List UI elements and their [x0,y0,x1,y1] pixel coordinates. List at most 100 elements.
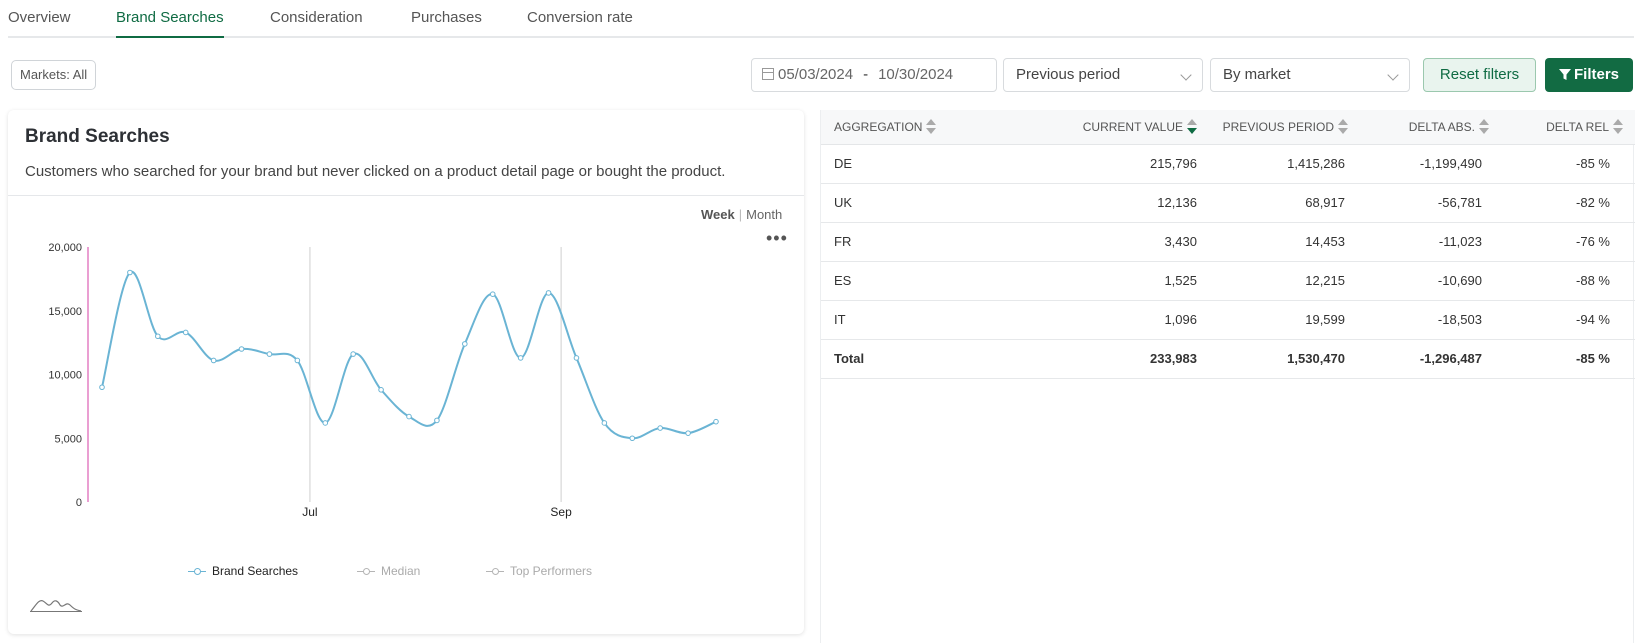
legend-line-icon [188,567,206,575]
cell-previous-period: 19,599 [1305,312,1345,327]
sort-icon [1613,119,1623,135]
cell-delta-abs: -1,296,487 [1419,351,1482,366]
cell-delta-rel: -76 % [1576,234,1610,249]
tab-consideration[interactable]: Consideration [270,9,363,26]
markets-filter-button[interactable]: Markets: All [11,60,97,90]
chevron-down-icon [1387,69,1399,81]
data-point [713,418,719,425]
data-point [266,351,273,357]
line-chart: 0 5,000 10,000 15,000 20,000 Jul Sep [48,242,719,519]
tab-overview[interactable]: Overview [8,9,71,26]
table-row[interactable]: IT 1,096 19,599 -18,503 -94 % [821,301,1635,340]
date-start: 05/03/2024 [778,66,854,83]
cell-delta-rel: -85 % [1576,156,1610,171]
cell-current-value: 1,096 [1164,312,1197,327]
cell-aggregation: UK [834,195,853,210]
data-point [350,351,356,357]
x-tick-label: Sep [550,505,572,519]
period-toggle: Week | Month [701,207,782,222]
cell-delta-abs: -11,023 [1438,234,1482,249]
tab-brand-searches[interactable]: Brand Searches [116,9,224,38]
filter-icon [1558,69,1571,80]
period-separator: | [738,207,743,222]
column-header-delta-abs[interactable]: DELTA ABS. [1409,110,1489,145]
cell-delta-rel: -88 % [1576,273,1610,288]
column-header-previous-period[interactable]: PREVIOUS PERIOD [1223,110,1348,145]
data-point [462,341,468,347]
data-point [601,420,608,426]
legend-label: Top Performers [510,564,593,578]
filters-label: Filters [1573,66,1619,83]
period-week-button[interactable]: Week [701,207,735,222]
data-point [210,357,217,364]
table-row[interactable]: DE 215,796 1,415,286 -1,199,490 -85 % [821,145,1635,184]
table-header: AGGREGATION CURRENT VALUE PREVIOUS PERIO… [821,110,1635,145]
date-range-picker[interactable]: 05/03/2024-10/30/2024 [751,58,997,92]
cell-delta-abs: -10,690 [1437,273,1482,288]
data-point [155,333,161,340]
chevron-down-icon [1180,69,1192,81]
data-point [657,425,663,431]
data-point [629,435,636,442]
data-point [182,329,189,336]
cell-current-value: 233,983 [1150,351,1197,366]
cell-delta-abs: -18,503 [1437,312,1482,327]
table-row[interactable]: FR 3,430 14,453 -11,023 -76 % [821,223,1635,262]
tab-conversion-rate[interactable]: Conversion rate [527,9,633,26]
period-month-button[interactable]: Month [746,207,783,222]
data-point [489,291,496,297]
filters-button[interactable]: Filters [1545,58,1633,92]
cell-aggregation: DE [834,156,853,171]
cell-previous-period: 14,453 [1305,234,1345,249]
data-point [127,269,133,276]
cell-current-value: 215,796 [1150,156,1197,171]
legend-item-median[interactable]: Median [357,564,420,578]
grouping-select[interactable]: By market [1210,58,1410,92]
cell-current-value: 1,525 [1164,273,1197,288]
data-point [517,355,524,361]
cell-delta-rel: -82 % [1576,195,1610,210]
comparison-select[interactable]: Previous period [1003,58,1203,92]
column-header-current-value[interactable]: CURRENT VALUE [1083,110,1197,145]
data-point [238,346,245,352]
legend-label: Brand Searches [212,564,299,578]
table-row[interactable]: UK 12,136 68,917 -56,781 -82 % [821,184,1635,223]
cell-delta-rel: -94 % [1576,312,1610,327]
legend-item-brand-searches[interactable]: Brand Searches [188,564,298,578]
tab-purchases[interactable]: Purchases [411,9,482,26]
tab-bar: Overview Brand Searches Consideration Pu… [8,0,1634,38]
cell-current-value: 3,430 [1164,234,1197,249]
column-header-delta-rel[interactable]: DELTA REL [1546,110,1623,145]
cell-delta-abs: -1,199,490 [1419,156,1482,171]
reset-filters-button[interactable]: Reset filters [1423,58,1536,92]
cell-previous-period: 12,215 [1305,273,1345,288]
calendar-icon [762,68,774,80]
cell-aggregation: ES [834,273,852,288]
y-tick-label: 15,000 [48,306,82,318]
date-end: 10/30/2024 [878,66,954,83]
cell-previous-period: 1,530,470 [1287,351,1345,366]
legend-label: Median [381,564,421,578]
cell-aggregation: FR [834,234,852,249]
date-separator: - [863,66,869,83]
cell-current-value: 12,136 [1157,195,1197,210]
data-point [99,384,105,391]
data-point [545,290,552,296]
legend-item-top-performers[interactable]: Top Performers [486,564,592,578]
x-tick-label: Jul [302,505,317,519]
legend-line-icon [486,567,504,575]
data-point [322,420,329,426]
data-point [378,387,384,393]
data-point [685,430,691,436]
table-row[interactable]: ES 1,525 12,215 -10,690 -88 % [821,262,1635,301]
legend-line-icon [357,567,375,575]
cell-aggregation: Total [834,351,865,366]
chart-type-icon[interactable] [30,595,82,613]
sort-icon [1338,119,1348,135]
data-point [406,413,412,420]
more-horizontal-icon[interactable]: ••• [766,228,788,248]
y-tick-label: 5,000 [54,433,82,445]
column-header-aggregation[interactable]: AGGREGATION [834,110,937,145]
card-description: Customers who searched for your brand bu… [25,163,726,180]
sort-icon [1479,119,1489,135]
